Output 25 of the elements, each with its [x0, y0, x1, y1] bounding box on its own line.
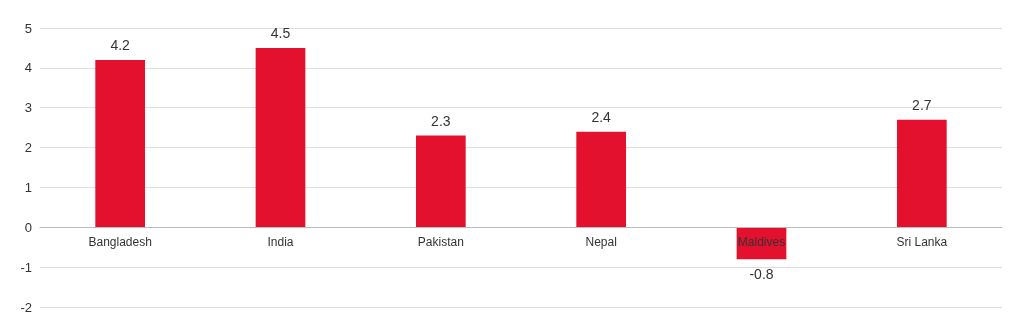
- data-label: -0.8: [749, 266, 774, 283]
- x-tick-label: Sri Lanka: [896, 235, 948, 250]
- x-tick-label: Nepal: [585, 235, 617, 250]
- data-label: 4.2: [110, 36, 131, 53]
- data-label: 4.5: [270, 24, 291, 41]
- y-tick-label: 1: [24, 179, 32, 195]
- y-tick-label: -2: [20, 299, 32, 315]
- x-tick-label: India: [267, 235, 294, 250]
- y-tick-label: 2: [24, 140, 32, 156]
- bar: [576, 131, 627, 228]
- data-label: 2.7: [912, 96, 932, 113]
- y-tick-label: 3: [24, 100, 32, 116]
- y-tick-label: 0: [24, 219, 32, 235]
- bar: [415, 135, 466, 228]
- y-tick-label: -1: [20, 259, 32, 275]
- y-tick-label: 4: [24, 60, 32, 76]
- x-tick-label: Maldives: [737, 235, 786, 250]
- x-tick-label: Pakistan: [417, 235, 464, 250]
- data-label: 2.3: [431, 112, 451, 129]
- x-tick-label: Bangladesh: [88, 235, 152, 250]
- data-label: 2.4: [591, 108, 612, 125]
- y-tick-label: 5: [24, 20, 32, 36]
- bar: [255, 47, 306, 228]
- bar: [896, 119, 947, 228]
- bar: [95, 59, 146, 228]
